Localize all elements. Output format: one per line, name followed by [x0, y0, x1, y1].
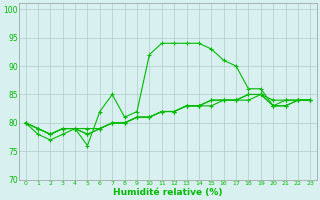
X-axis label: Humidité relative (%): Humidité relative (%) — [113, 188, 223, 197]
